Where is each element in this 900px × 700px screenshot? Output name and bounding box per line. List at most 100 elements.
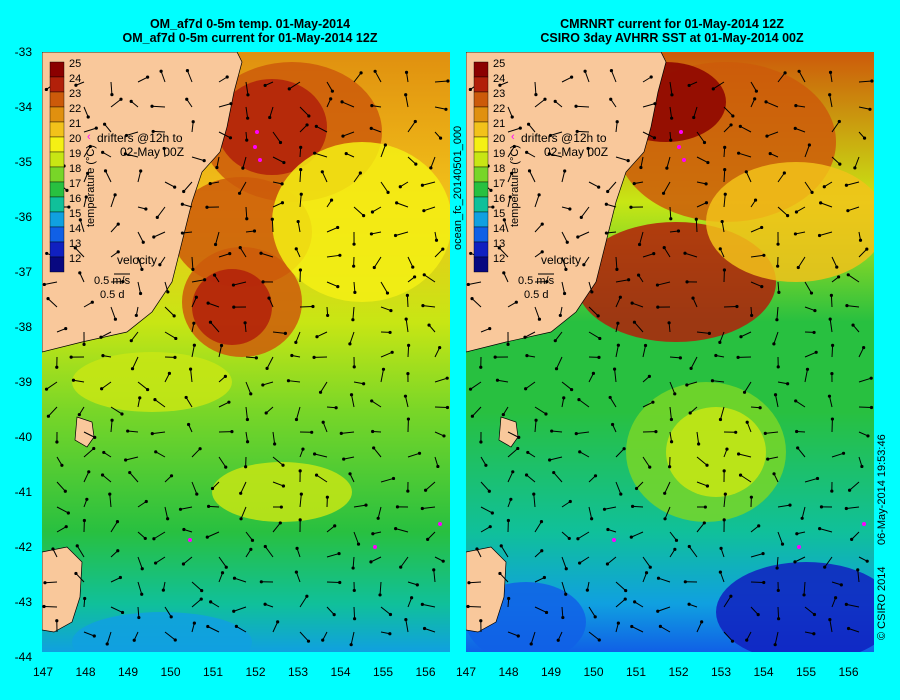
colorbar-tick: 14 — [493, 223, 505, 235]
temperature-colorbar: 25 24 23 22 21 20 19 18 17 16 15 14 13 12 temperature … — [473, 58, 521, 273]
colorbar-segment — [49, 196, 65, 213]
latitude-tick: -38 — [14, 320, 32, 334]
mainland-australia — [42, 52, 243, 353]
colorbar-tick: 23 — [69, 88, 81, 100]
colorbar-segment — [49, 241, 65, 258]
velocity-scale: 0.5 m/s — [518, 275, 555, 287]
drifters-line1: drifters @12h to — [97, 131, 183, 145]
longitude-tick: 148 — [498, 665, 519, 679]
velocity-scale: 0.5 m/s — [94, 275, 131, 287]
drifter-marker: ‹ — [87, 131, 91, 143]
left-title-line1: OM_af7d 0-5m temp. 01-May-2014 — [149, 17, 351, 31]
colorbar-segment — [49, 166, 65, 183]
tasmania — [42, 546, 83, 633]
colorbar-segment — [473, 226, 489, 243]
colorbar-tick: 17 — [69, 178, 81, 190]
mainland-australia — [466, 52, 667, 353]
colorbar-tick: 13 — [493, 238, 505, 250]
colorbar-segment — [49, 121, 65, 138]
velocity-label: velocity — [541, 253, 581, 267]
colorbar-tick: 12 — [69, 253, 81, 265]
longitude-tick: 147 — [455, 665, 477, 679]
colorbar-segment — [473, 151, 489, 168]
longitude-tick: 156 — [838, 665, 859, 679]
colorbar-tick: 23 — [493, 88, 505, 100]
colorbar-segment — [473, 121, 489, 138]
drifter-position — [255, 130, 259, 134]
colorbar-tick: 21 — [69, 118, 81, 130]
drifter-position — [797, 545, 801, 549]
run-id-label: ocean_fc_20140501_000 — [452, 125, 464, 250]
longitude-tick: 150 — [160, 665, 181, 679]
longitude-tick: 155 — [372, 665, 394, 679]
colorbar-tick: 22 — [69, 103, 81, 115]
colorbar-segment — [473, 76, 489, 93]
longitude-tick: 154 — [753, 665, 774, 679]
drifter-position — [188, 538, 192, 542]
drifter-marker: ‹ — [511, 131, 515, 143]
longitude-tick: 155 — [795, 665, 817, 679]
longitude-tick: 147 — [32, 665, 54, 679]
left-title-line2: OM_af7d 0-5m current for 01-May-2014 12Z — [122, 31, 378, 45]
temperature-colorbar: 25 24 23 22 21 20 19 18 17 16 15 14 13 12 temperature … — [49, 58, 97, 273]
drifter-position — [677, 145, 681, 149]
latitude-tick: -40 — [14, 430, 32, 444]
colorbar-tick: 25 — [493, 58, 505, 70]
colorbar-title: temperature (°C) — [85, 145, 97, 227]
drifters-line2: 02-May 00Z — [120, 145, 184, 159]
colorbar-tick: 15 — [69, 208, 81, 220]
latitude-tick: -37 — [14, 265, 32, 279]
drifters-line1: drifters @12h to — [521, 131, 607, 145]
colorbar-tick: 22 — [493, 103, 505, 115]
colorbar-segment — [49, 256, 65, 273]
drifter-position — [862, 522, 866, 526]
colorbar-tick: 14 — [69, 223, 81, 235]
latitude-tick: -35 — [14, 155, 32, 169]
colorbar-segment — [473, 166, 489, 183]
latitude-tick: -34 — [14, 100, 32, 114]
velocity-time: 0.5 d — [100, 289, 124, 301]
colorbar-segment — [473, 106, 489, 123]
longitude-tick: 149 — [540, 665, 562, 679]
colorbar-segment — [473, 61, 489, 78]
colorbar-title: temperature (°C) — [509, 145, 521, 227]
right-title: CMRNRT current for 01-May-2014 12Z CSIRO… — [462, 17, 882, 45]
drifter-position — [438, 522, 442, 526]
colorbar-tick: 24 — [69, 73, 81, 85]
colorbar-tick: 12 — [493, 253, 505, 265]
colorbar-tick: 18 — [69, 163, 81, 175]
colorbar-segment — [49, 211, 65, 228]
colorbar-segment — [49, 76, 65, 93]
drifter-position — [253, 145, 257, 149]
latitude-tick: -39 — [14, 375, 32, 389]
colorbar-segment — [49, 91, 65, 108]
longitude-tick: 151 — [625, 665, 647, 679]
latitude-tick: -41 — [14, 485, 32, 499]
colorbar-tick: 19 — [69, 148, 81, 160]
latitude-tick: -33 — [14, 45, 32, 59]
longitude-tick: 149 — [117, 665, 139, 679]
right-title-line2: CSIRO 3day AVHRR SST at 01-May-2014 00Z — [540, 31, 804, 45]
colorbar-segment — [49, 61, 65, 78]
colorbar-segment — [473, 136, 489, 153]
drifter-position — [373, 545, 377, 549]
longitude-tick: 152 — [245, 665, 266, 679]
latitude-tick: -44 — [14, 650, 32, 664]
drifters-line2: 02-May 00Z — [544, 145, 608, 159]
right-map-panel: 25 24 23 22 21 20 19 18 17 16 15 14 13 12 temperature … — [466, 52, 874, 652]
colorbar-tick: 21 — [493, 118, 505, 130]
drifter-position — [612, 538, 616, 542]
colorbar-segment — [49, 181, 65, 198]
timestamp-label: 06-May-2014 19:53:46 — [876, 434, 888, 545]
drifter-position — [258, 158, 262, 162]
colorbar-segment — [49, 136, 65, 153]
longitude-tick: 153 — [710, 665, 732, 679]
colorbar-tick: 20 — [69, 133, 81, 145]
colorbar-segment — [473, 256, 489, 273]
velocity-arrows — [466, 69, 874, 647]
colorbar-tick: 15 — [493, 208, 505, 220]
colorbar-tick: 25 — [69, 58, 81, 70]
colorbar-tick: 20 — [493, 133, 505, 145]
longitude-tick: 151 — [202, 665, 224, 679]
colorbar-segment — [473, 91, 489, 108]
